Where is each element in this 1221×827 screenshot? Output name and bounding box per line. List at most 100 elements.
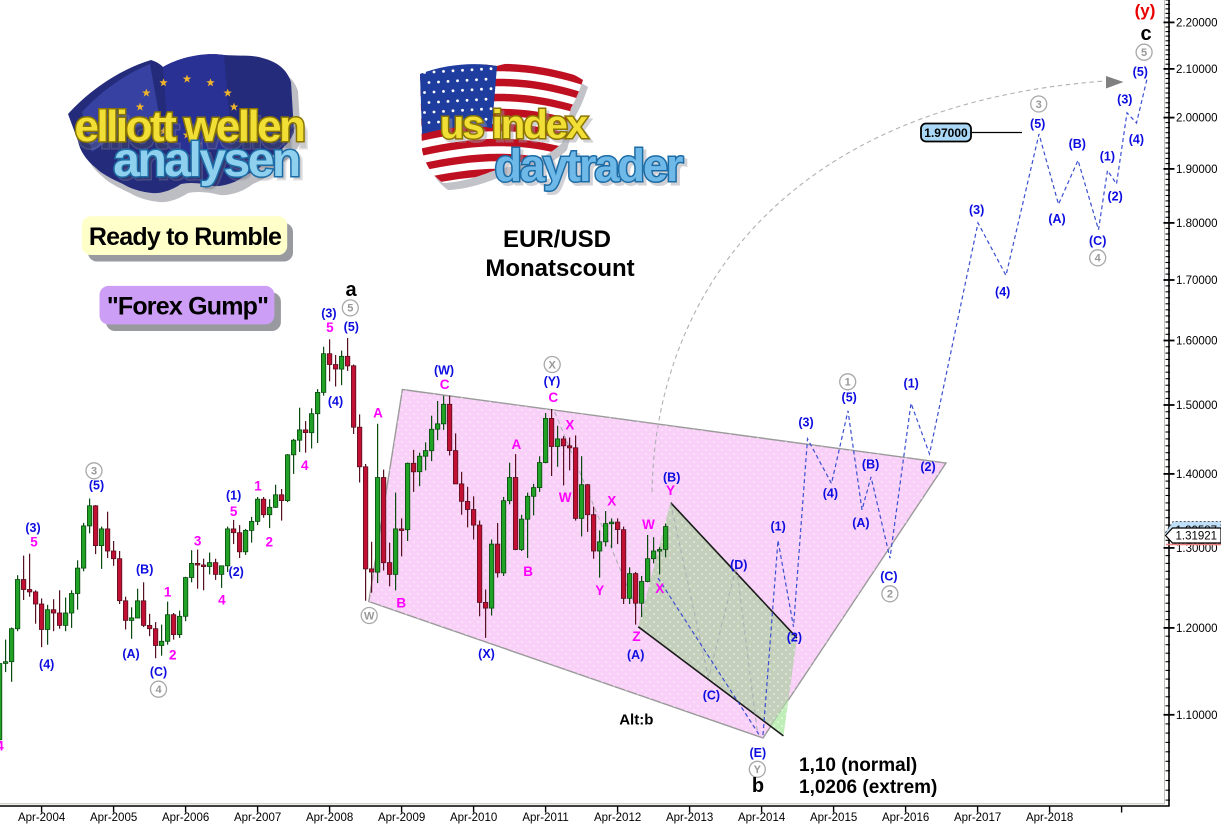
svg-text:(Y): (Y) xyxy=(544,375,561,389)
svg-text:5: 5 xyxy=(30,535,38,550)
svg-text:elliott wellen: elliott wellen xyxy=(74,102,304,151)
svg-text:(2): (2) xyxy=(1107,189,1122,203)
svg-text:3: 3 xyxy=(91,466,97,478)
svg-text:1,0206 (extrem): 1,0206 (extrem) xyxy=(799,777,937,798)
svg-text:a: a xyxy=(345,279,357,301)
svg-text:Apr-2009: Apr-2009 xyxy=(378,812,425,824)
svg-text:(2): (2) xyxy=(229,565,244,579)
svg-text:(A): (A) xyxy=(122,647,139,661)
svg-text:Apr-2018: Apr-2018 xyxy=(1026,812,1073,824)
svg-text:A: A xyxy=(373,406,383,421)
svg-text:(4): (4) xyxy=(39,657,54,671)
svg-text:(C): (C) xyxy=(703,688,720,702)
svg-text:(y): (y) xyxy=(1135,1,1156,20)
svg-text:(5): (5) xyxy=(1030,117,1045,131)
svg-text:2.10000: 2.10000 xyxy=(1176,64,1218,76)
svg-text:4: 4 xyxy=(301,458,309,473)
svg-text:1.60000: 1.60000 xyxy=(1176,336,1218,348)
svg-text:(5): (5) xyxy=(344,320,359,334)
svg-text:3: 3 xyxy=(194,534,202,549)
svg-text:(A): (A) xyxy=(852,516,869,530)
svg-text:(4): (4) xyxy=(995,285,1010,299)
svg-text:(3): (3) xyxy=(1117,93,1132,107)
svg-text:Monatscount: Monatscount xyxy=(485,255,634,282)
svg-text:Apr-2014: Apr-2014 xyxy=(738,812,786,824)
svg-text:4: 4 xyxy=(155,684,162,696)
svg-text:Apr-2013: Apr-2013 xyxy=(666,812,713,824)
svg-text:X: X xyxy=(655,581,664,596)
svg-text:(5): (5) xyxy=(89,479,104,493)
svg-text:W: W xyxy=(559,490,572,505)
svg-text:5: 5 xyxy=(347,303,353,315)
svg-text:5: 5 xyxy=(230,504,238,519)
svg-text:(1): (1) xyxy=(226,489,241,503)
svg-text:Apr-2012: Apr-2012 xyxy=(594,812,641,824)
svg-text:X: X xyxy=(607,493,616,508)
svg-text:1.70000: 1.70000 xyxy=(1176,275,1218,287)
svg-text:1.80000: 1.80000 xyxy=(1176,218,1218,230)
svg-text:elliott wellen: elliott wellen xyxy=(77,109,307,158)
svg-text:(3): (3) xyxy=(798,416,813,430)
svg-text:X: X xyxy=(549,359,557,371)
svg-text:Apr-2006: Apr-2006 xyxy=(162,812,209,824)
svg-text:2.20000: 2.20000 xyxy=(1176,17,1218,29)
svg-text:2: 2 xyxy=(887,589,893,601)
svg-text:Apr-2015: Apr-2015 xyxy=(810,812,857,824)
svg-text:1: 1 xyxy=(254,479,262,494)
svg-text:Y: Y xyxy=(666,483,675,498)
svg-text:(5): (5) xyxy=(842,391,857,405)
svg-text:Apr-2007: Apr-2007 xyxy=(234,812,281,824)
svg-text:W: W xyxy=(364,610,375,622)
svg-text:1: 1 xyxy=(164,585,172,600)
svg-text:Apr-2016: Apr-2016 xyxy=(882,812,929,824)
svg-text:1.30000: 1.30000 xyxy=(1176,543,1218,555)
svg-text:daytrader: daytrader xyxy=(497,143,686,194)
svg-text:Apr-2008: Apr-2008 xyxy=(306,812,353,824)
svg-text:4: 4 xyxy=(1095,253,1102,265)
svg-text:Ready to Rumble: Ready to Rumble xyxy=(89,223,282,251)
svg-text:1: 1 xyxy=(845,377,851,389)
svg-text:5: 5 xyxy=(326,320,334,335)
svg-text:(3): (3) xyxy=(321,307,336,321)
svg-text:4: 4 xyxy=(0,739,4,754)
svg-text:2: 2 xyxy=(265,535,273,550)
svg-text:1.20000: 1.20000 xyxy=(1176,623,1218,635)
svg-text:(A): (A) xyxy=(1048,212,1065,226)
svg-text:1.40000: 1.40000 xyxy=(1176,469,1218,481)
svg-text:analysen: analysen xyxy=(116,137,302,190)
svg-text:(B): (B) xyxy=(136,562,153,576)
svg-text:(A): (A) xyxy=(627,648,644,662)
svg-text:B: B xyxy=(523,564,533,579)
svg-text:c: c xyxy=(1140,23,1151,45)
svg-text:Apr-2010: Apr-2010 xyxy=(450,812,497,824)
svg-text:2: 2 xyxy=(169,648,177,663)
svg-text:(W): (W) xyxy=(434,363,454,377)
svg-text:(C): (C) xyxy=(1089,234,1106,248)
svg-text:(D): (D) xyxy=(730,558,747,572)
svg-text:W: W xyxy=(642,517,655,532)
svg-text:(C): (C) xyxy=(880,570,897,584)
svg-text:(B): (B) xyxy=(663,470,680,484)
svg-text:5: 5 xyxy=(1141,47,1147,59)
svg-text:Apr-2005: Apr-2005 xyxy=(90,812,137,824)
svg-text:(1): (1) xyxy=(1100,149,1115,163)
svg-text:(B): (B) xyxy=(862,458,879,472)
svg-text:(5): (5) xyxy=(1133,65,1148,79)
svg-text:Alt:b: Alt:b xyxy=(619,711,653,728)
svg-text:3: 3 xyxy=(1036,99,1042,111)
svg-text:(B): (B) xyxy=(1069,137,1086,151)
svg-text:us index: us index xyxy=(443,106,591,150)
svg-text:B: B xyxy=(396,595,406,610)
svg-text:Y: Y xyxy=(595,583,604,598)
svg-text:Apr-2011: Apr-2011 xyxy=(522,812,568,824)
svg-text:1.31921: 1.31921 xyxy=(1176,531,1218,543)
svg-text:(4): (4) xyxy=(823,487,838,501)
svg-text:Y: Y xyxy=(754,764,762,776)
svg-text:(4): (4) xyxy=(328,394,343,408)
svg-text:"Forex Gump": "Forex Gump" xyxy=(107,293,268,321)
svg-text:Apr-2017: Apr-2017 xyxy=(954,812,1001,824)
svg-text:(C): (C) xyxy=(150,665,167,679)
svg-text:EUR/USD: EUR/USD xyxy=(503,226,611,253)
svg-text:C: C xyxy=(440,377,450,392)
svg-text:1,10 (normal): 1,10 (normal) xyxy=(799,755,917,776)
